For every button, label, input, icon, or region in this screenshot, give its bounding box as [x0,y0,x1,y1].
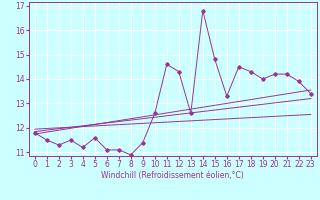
X-axis label: Windchill (Refroidissement éolien,°C): Windchill (Refroidissement éolien,°C) [101,171,244,180]
